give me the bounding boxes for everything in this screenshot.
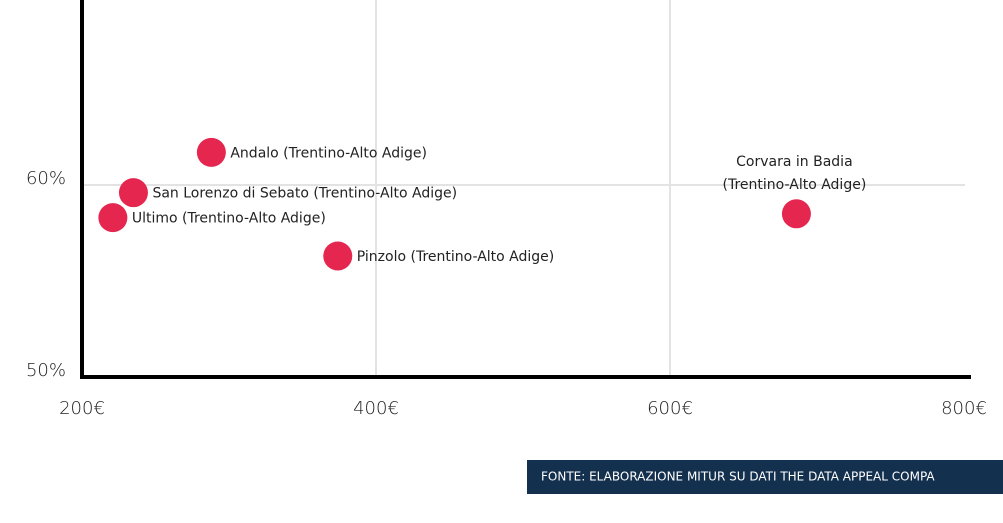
point-label: Pinzolo (Trentino-Alto Adige)	[357, 249, 554, 265]
point	[196, 137, 226, 167]
point-label: San Lorenzo di Sebato (Trentino-Alto Adi…	[152, 186, 457, 202]
point-label: Ultimo (Trentino-Alto Adige)	[132, 211, 326, 227]
point-label: (Trentino-Alto Adige)	[723, 177, 867, 193]
point-label: Corvara in Badia	[736, 154, 853, 170]
y-tick-label: 50%	[26, 360, 66, 381]
x-tick-label: 200€	[59, 398, 105, 419]
point	[118, 178, 148, 208]
source: FONTE: ELABORAZIONE MITUR SU DATI THE DA…	[541, 470, 935, 484]
point-label: Andalo (Trentino-Alto Adige)	[230, 145, 427, 161]
y-tick-label: 60%	[26, 168, 66, 189]
x-tick-label: 400€	[353, 398, 399, 419]
point	[98, 203, 128, 233]
x-tick-label: 600€	[647, 398, 693, 419]
point	[323, 241, 353, 271]
point	[781, 199, 811, 229]
x-tick-label: 800€	[941, 398, 987, 419]
source-box	[527, 460, 1003, 494]
